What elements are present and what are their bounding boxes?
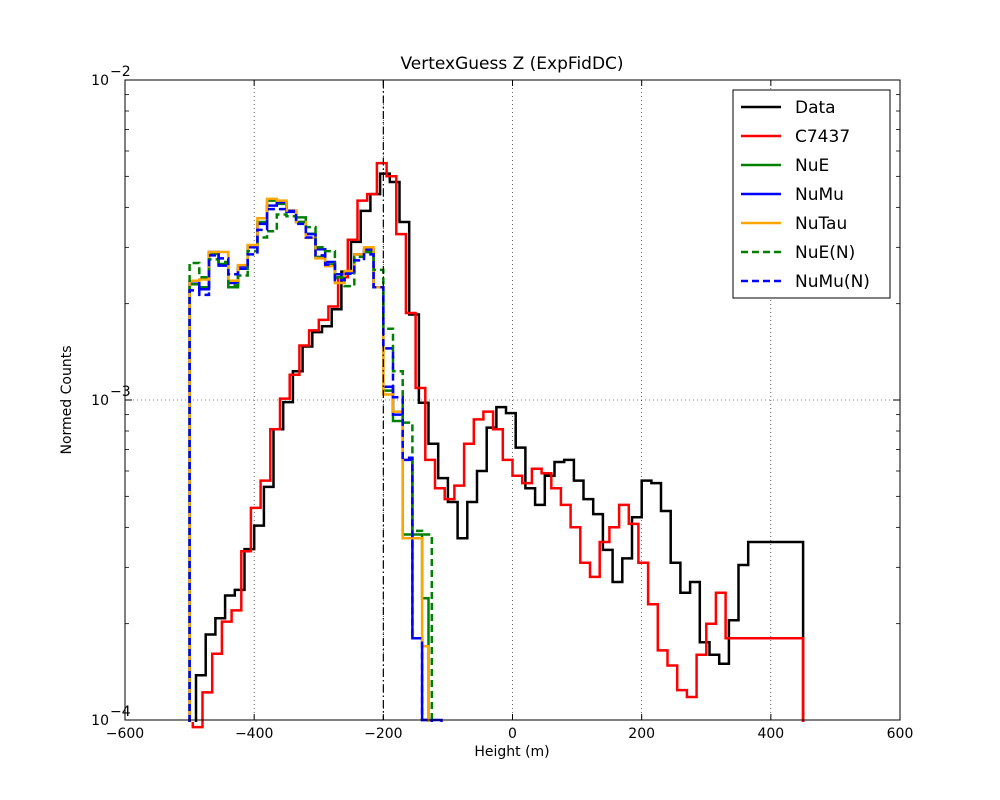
y-tick-label: 10 <box>91 73 109 89</box>
series-numu-n- <box>188 207 434 722</box>
legend-label: Data <box>795 98 836 118</box>
legend: Data C7437 NuE NuMu NuTau NuE(N) NuMu(N) <box>732 89 891 299</box>
x-tick-label: −200 <box>364 726 402 742</box>
x-tick-labels: −600 −400 −200 0 200 400 600 <box>106 726 914 742</box>
y-tick-exponent: −4 <box>110 704 131 720</box>
y-axis-label: Normed Counts <box>59 345 75 454</box>
y-tick-exponent: −2 <box>110 64 131 80</box>
series-layer <box>188 161 805 729</box>
x-tick-label: 400 <box>757 726 784 742</box>
legend-label: NuMu(N) <box>795 272 870 292</box>
legend-label: NuE <box>795 156 829 176</box>
x-tick-label: 200 <box>628 726 655 742</box>
y-tick-labels: 10−410−310−2 <box>91 64 131 729</box>
x-axis-label: Height (m) <box>474 744 549 760</box>
legend-label: NuE(N) <box>795 243 855 263</box>
x-tick-label: −600 <box>106 726 144 742</box>
legend-label: NuMu <box>795 185 844 205</box>
x-tick-label: 600 <box>887 726 914 742</box>
plot-frame <box>124 79 901 721</box>
legend-label: C7437 <box>795 127 850 147</box>
legend-label: NuTau <box>795 214 847 234</box>
x-tick-label: 0 <box>508 726 517 742</box>
y-tick-label: 10 <box>91 393 109 409</box>
grid-lines <box>125 80 900 720</box>
series-data <box>194 172 805 722</box>
y-tick-exponent: −3 <box>110 384 131 400</box>
legend-items: Data C7437 NuE NuMu NuTau NuE(N) NuMu(N) <box>741 98 870 292</box>
x-tick-label: −400 <box>235 726 273 742</box>
y-tick-label: 10 <box>91 713 109 729</box>
chart-title: VertexGuess Z (ExpFidDC) <box>400 54 623 74</box>
series-c7437 <box>191 161 805 729</box>
